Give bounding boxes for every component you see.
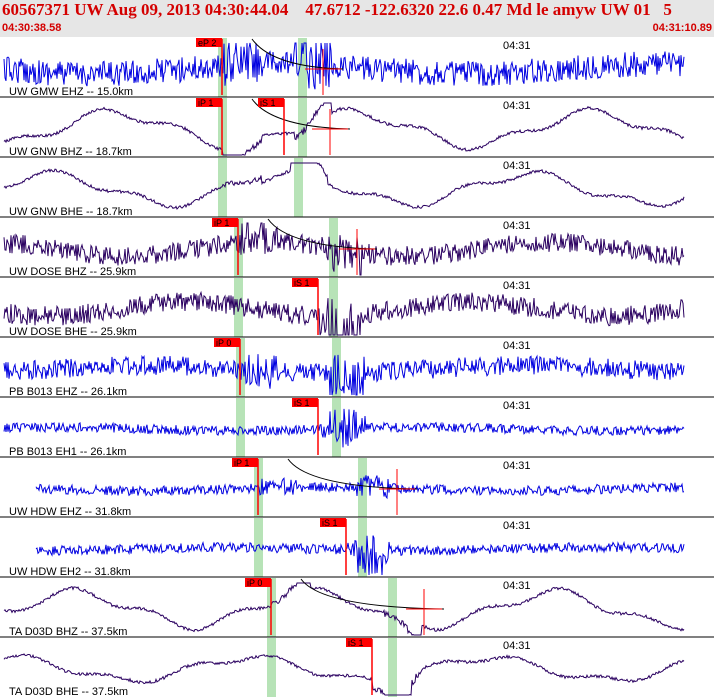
seismogram-panel[interactable]: eP 2 04:31 UW GMW EHZ -- 15.0km iP 1 iS 1 04:…: [0, 37, 714, 698]
pick-window: [332, 398, 341, 457]
phase-pick[interactable]: iS 1: [292, 398, 319, 455]
trace-3[interactable]: iP 1 04:31 UW DOSE BHZ -- 25.9km: [0, 216, 714, 278]
phase-pick[interactable]: iP 1: [212, 218, 239, 275]
trace-7[interactable]: iP 1 04:31 UW HDW EHZ -- 31.8km: [0, 456, 714, 518]
trace-station-label: UW DOSE BHE -- 25.9km: [9, 326, 137, 338]
pick-flag: [292, 398, 318, 407]
waveform: [35, 535, 685, 576]
pick-window: [294, 158, 303, 217]
phase-pick[interactable]: eP 2: [196, 38, 223, 95]
pick-window: [298, 38, 307, 97]
trace-time-label: 04:31: [503, 340, 531, 352]
phase-pick[interactable]: iS 1: [292, 278, 319, 335]
waveform: [3, 102, 685, 156]
trace-time-label: 04:31: [503, 100, 531, 112]
trace-station-label: TA D03D BHE -- 37.5km: [9, 686, 128, 698]
travel-time-curve: [251, 98, 351, 130]
pick-window: [298, 98, 307, 157]
trace-station-label: TA D03D BHZ -- 37.5km: [9, 626, 127, 638]
event-header: 60567371 UW Aug 09, 2013 04:30:44.04 47.…: [0, 0, 714, 37]
pick-flag: [258, 98, 284, 107]
trace-10[interactable]: iS 1 04:31 TA D03D BHE -- 37.5km: [0, 636, 714, 698]
pick-window: [267, 638, 276, 697]
trace-time-label: 04:31: [503, 40, 531, 52]
pick-label: iS 1: [348, 638, 364, 648]
pick-label: iS 1: [322, 518, 338, 528]
trace-station-label: PB B013 EHZ -- 26.1km: [9, 386, 127, 398]
pick-window: [234, 278, 243, 337]
trace-5[interactable]: iP 0 04:31 PB B013 EHZ -- 26.1km: [0, 336, 714, 398]
trace-8[interactable]: iS 1 04:31 UW HDW EH2 -- 31.8km: [0, 516, 714, 578]
trace-time-label: 04:31: [503, 580, 531, 592]
waveform: [3, 653, 685, 696]
trace-time-label: 04:31: [503, 460, 531, 472]
pick-flag: [320, 518, 346, 527]
waveform: [3, 408, 685, 448]
trace-station-label: UW HDW EH2 -- 31.8km: [9, 566, 131, 578]
pick-window: [218, 158, 227, 217]
pick-flag: [346, 638, 372, 647]
phase-pick[interactable]: iP 0: [245, 578, 272, 635]
pick-window: [329, 278, 338, 337]
phase-pick[interactable]: iS 1: [320, 518, 347, 575]
pick-label: iP 1: [234, 458, 249, 468]
pick-flag: [196, 98, 222, 107]
trace-station-label: PB B013 EH1 -- 26.1km: [9, 446, 126, 458]
pick-label: iS 1: [294, 398, 310, 408]
waveform: [3, 42, 685, 90]
trace-time-label: 04:31: [503, 400, 531, 412]
travel-time-curve: [287, 458, 418, 490]
pick-label: iP 1: [198, 98, 213, 108]
travel-time-curve: [251, 38, 344, 70]
start-time: 04:30:38.58: [2, 22, 62, 34]
trace-station-label: UW GNW BHE -- 18.7km: [9, 206, 132, 218]
waveform: [35, 475, 685, 500]
pick-flag: [232, 458, 258, 467]
trace-2[interactable]: 04:31 UW GNW BHE -- 18.7km: [0, 156, 714, 218]
end-time: 04:31:10.89: [652, 22, 712, 34]
pick-window: [388, 638, 397, 697]
pick-flag: [196, 38, 222, 47]
waveform: [3, 354, 685, 396]
trace-station-label: UW DOSE BHZ -- 25.9km: [9, 266, 136, 278]
pick-flag: [214, 338, 240, 347]
pick-flag: [212, 218, 238, 227]
pick-window: [254, 518, 263, 577]
event-title: 60567371 UW Aug 09, 2013 04:30:44.04 47.…: [2, 0, 672, 19]
pick-window: [388, 578, 397, 637]
phase-pick[interactable]: iS 1: [346, 638, 373, 695]
travel-time-curve: [300, 578, 445, 610]
pick-window: [332, 338, 341, 397]
phase-pick[interactable]: iP 0: [214, 338, 241, 395]
trace-time-label: 04:31: [503, 280, 531, 292]
pick-label: iS 1: [260, 98, 276, 108]
trace-station-label: UW GMW EHZ -- 15.0km: [9, 86, 133, 98]
pick-window: [329, 218, 338, 277]
pick-label: iS 1: [294, 278, 310, 288]
pick-label: eP 2: [198, 38, 216, 48]
trace-6[interactable]: iS 1 04:31 PB B013 EH1 -- 26.1km: [0, 396, 714, 458]
pick-flag: [292, 278, 318, 287]
pick-label: iP 1: [214, 218, 229, 228]
trace-station-label: UW GNW BHZ -- 18.7km: [9, 146, 132, 158]
waveform: [3, 162, 685, 210]
trace-1[interactable]: iP 1 iS 1 04:31 UW GNW BHZ -- 18.7km: [0, 96, 714, 158]
trace-station-label: UW HDW EHZ -- 31.8km: [9, 506, 131, 518]
pick-label: iP 0: [247, 578, 262, 588]
trace-4[interactable]: iS 1 04:31 UW DOSE BHE -- 25.9km: [0, 276, 714, 338]
travel-time-curve: [267, 218, 378, 250]
waveform: [3, 290, 685, 336]
waveform: [3, 222, 685, 276]
trace-time-label: 04:31: [503, 640, 531, 652]
trace-9[interactable]: iP 0 04:31 TA D03D BHZ -- 37.5km: [0, 576, 714, 638]
phase-pick[interactable]: iP 1: [196, 98, 223, 155]
pick-flag: [245, 578, 271, 587]
trace-0[interactable]: eP 2 04:31 UW GMW EHZ -- 15.0km: [3, 38, 685, 98]
pick-label: iP 0: [216, 338, 231, 348]
phase-pick-secondary[interactable]: iS 1: [258, 98, 285, 155]
trace-time-label: 04:31: [503, 160, 531, 172]
trace-time-label: 04:31: [503, 220, 531, 232]
phase-pick[interactable]: iP 1: [232, 458, 259, 515]
trace-time-label: 04:31: [503, 520, 531, 532]
